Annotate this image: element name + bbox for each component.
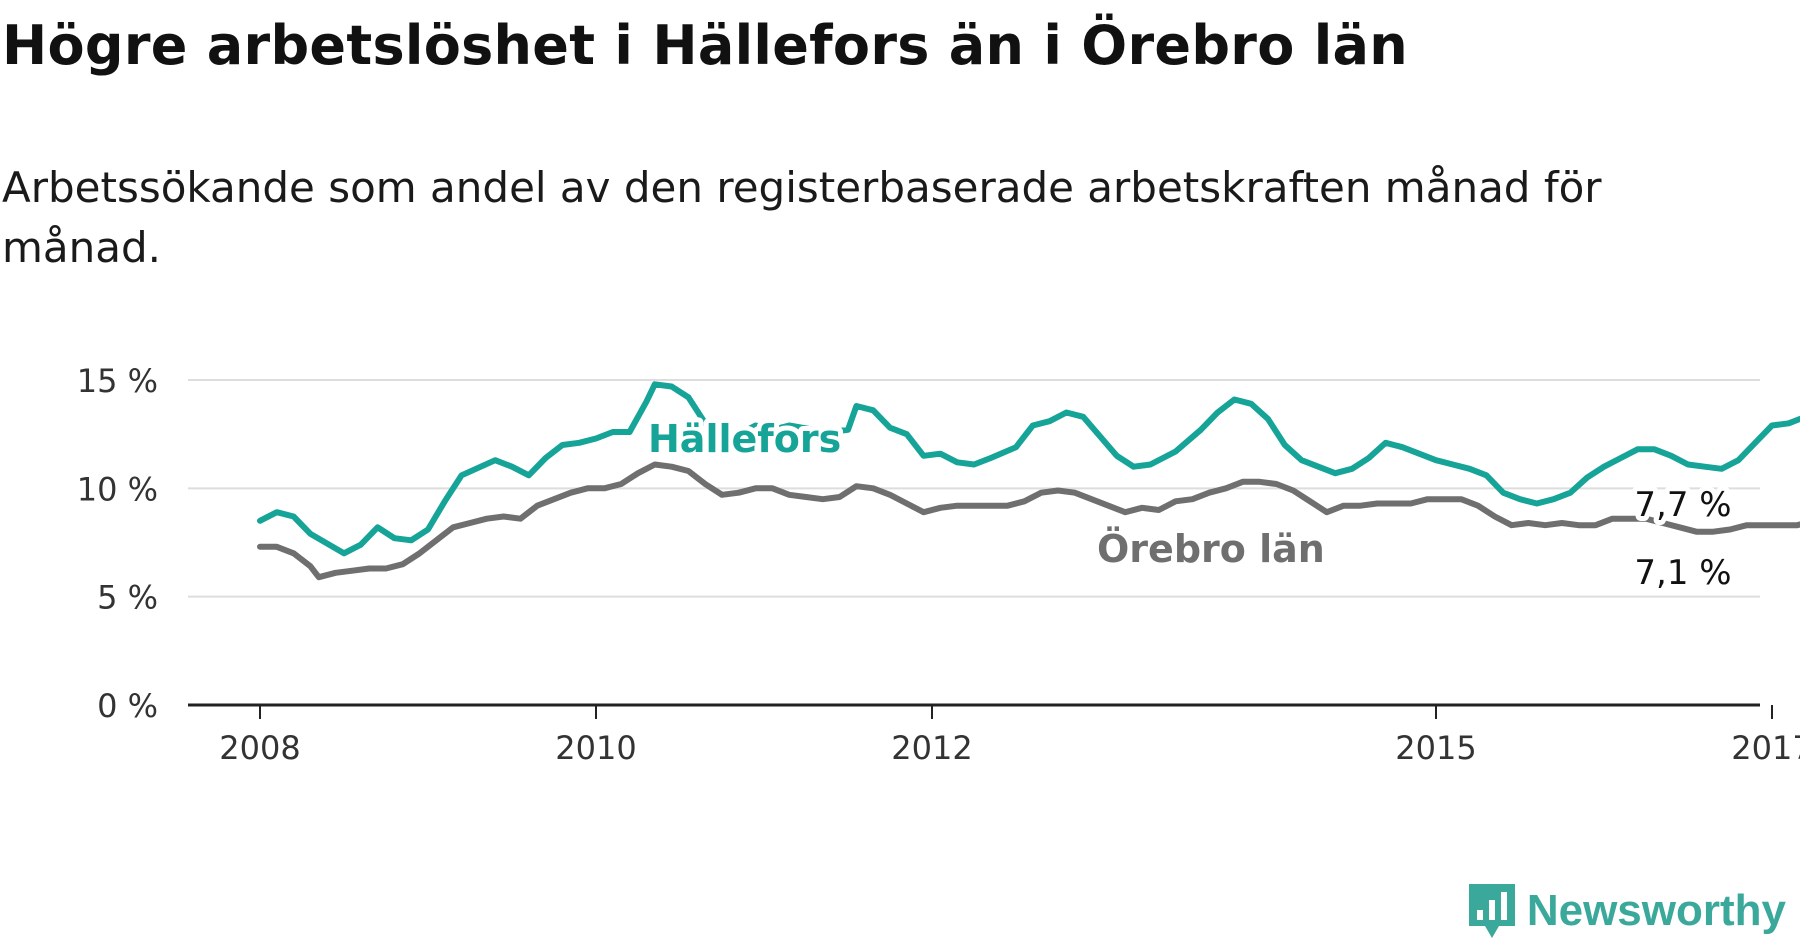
series-line-orebro: [257, 461, 1800, 581]
series-label-orebro: Örebro län: [1097, 527, 1325, 571]
x-tick-label: 2015: [1395, 729, 1476, 767]
y-tick-label: 0 %: [97, 687, 158, 725]
y-axis-labels: 0 % 5 % 10 % 15 %: [77, 362, 158, 725]
gridlines: [188, 379, 1760, 598]
x-tick-label: 2012: [891, 729, 972, 767]
end-label-orebro-halo: 7,1 %: [1634, 553, 1731, 593]
series-lines: [257, 381, 1800, 581]
y-tick-label: 5 %: [97, 579, 158, 617]
series-label-hallefors: Hällefors: [648, 417, 841, 461]
chart-title: Högre arbetslöshet i Hällefors än i Öreb…: [2, 14, 1409, 77]
newsworthy-logo-icon: [1468, 884, 1515, 938]
brand-name: Newsworthy: [1526, 886, 1786, 935]
series-label-orebro-halo: Örebro län: [1097, 527, 1325, 571]
series-line-hallefors: [257, 381, 1800, 557]
y-tick-label: 15 %: [77, 362, 158, 400]
series-label-hallefors-halo: Hällefors: [648, 417, 841, 461]
x-tick-label: 2017: [1731, 729, 1800, 767]
line-chart: 0 %5 %10 %15 % 2008201020122015201720202…: [77, 362, 1800, 767]
end-label-orebro: 7,1 %: [1634, 553, 1731, 593]
y-tick-label: 10 %: [77, 470, 158, 508]
end-label-hallefors-halo: 7,7 %: [1634, 485, 1731, 525]
chart-subtitle: Arbetssökande som andel av den registerb…: [2, 163, 1602, 272]
x-tick-label: 2010: [555, 729, 636, 767]
newsworthy-brand: Newsworthy: [1467, 882, 1786, 940]
x-axis: 20082010201220152017202020222024: [188, 703, 1800, 767]
x-tick-label: 2008: [219, 729, 300, 767]
end-label-hallefors: 7,7 %: [1634, 485, 1731, 525]
